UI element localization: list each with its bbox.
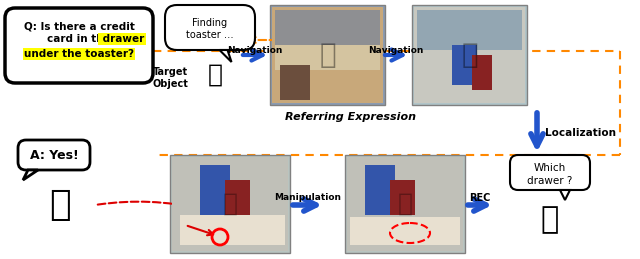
FancyBboxPatch shape [412, 5, 527, 105]
Text: REC: REC [469, 193, 491, 203]
Text: Manipulation: Manipulation [275, 193, 342, 203]
Polygon shape [220, 50, 232, 62]
Text: 🤖: 🤖 [541, 205, 559, 234]
FancyBboxPatch shape [365, 165, 395, 215]
Text: Q: Is there a credit: Q: Is there a credit [24, 21, 134, 31]
Text: Finding: Finding [193, 18, 228, 27]
Text: A: Yes!: A: Yes! [29, 148, 78, 162]
Text: toaster …: toaster … [186, 30, 234, 40]
Text: 🏠: 🏠 [397, 192, 413, 216]
Text: Navigation: Navigation [227, 46, 283, 54]
Text: 🏠: 🏠 [319, 41, 336, 69]
Text: Referring Expression: Referring Expression [285, 112, 415, 122]
FancyBboxPatch shape [417, 10, 522, 50]
FancyBboxPatch shape [472, 55, 492, 90]
FancyBboxPatch shape [272, 7, 383, 103]
Text: 🤖: 🤖 [49, 188, 71, 222]
FancyBboxPatch shape [347, 157, 463, 251]
FancyBboxPatch shape [172, 157, 288, 251]
Polygon shape [560, 190, 570, 200]
FancyBboxPatch shape [390, 180, 415, 215]
FancyBboxPatch shape [275, 45, 380, 70]
FancyBboxPatch shape [270, 5, 385, 105]
FancyBboxPatch shape [18, 140, 90, 170]
Text: Target
Object: Target Object [152, 67, 188, 89]
FancyBboxPatch shape [350, 217, 460, 245]
Text: 🏠: 🏠 [461, 41, 478, 69]
Text: under the toaster?: under the toaster? [24, 49, 134, 59]
FancyBboxPatch shape [200, 165, 230, 215]
Text: Navigation: Navigation [368, 46, 424, 54]
Text: card in the: card in the [47, 34, 111, 44]
FancyBboxPatch shape [5, 8, 153, 83]
FancyBboxPatch shape [170, 155, 290, 253]
Text: drawer: drawer [99, 34, 144, 44]
FancyBboxPatch shape [180, 215, 285, 245]
FancyBboxPatch shape [414, 7, 525, 103]
FancyBboxPatch shape [225, 180, 250, 215]
FancyBboxPatch shape [510, 155, 590, 190]
Polygon shape [23, 170, 38, 180]
FancyBboxPatch shape [280, 65, 310, 100]
Text: Localization: Localization [545, 128, 616, 138]
Text: 🤖: 🤖 [207, 63, 223, 87]
FancyBboxPatch shape [452, 45, 477, 85]
FancyBboxPatch shape [275, 10, 380, 45]
FancyBboxPatch shape [345, 155, 465, 253]
Text: Which: Which [534, 162, 566, 172]
FancyBboxPatch shape [165, 5, 255, 50]
Text: 🏠: 🏠 [223, 192, 237, 216]
Text: drawer ?: drawer ? [527, 176, 573, 185]
